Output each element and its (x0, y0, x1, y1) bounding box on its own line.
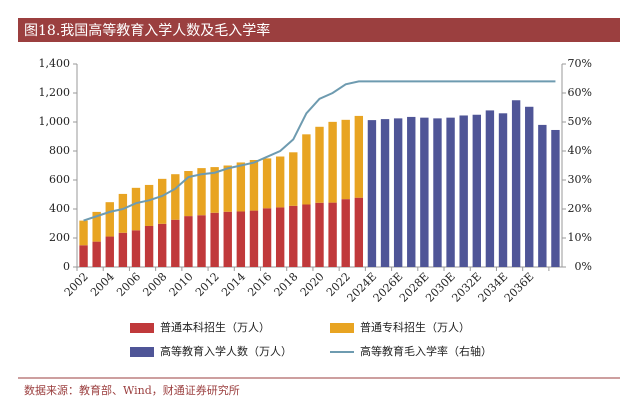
line (83, 80, 556, 222)
legend-label: 普通本科招生（万人） (160, 320, 270, 334)
bar (551, 129, 560, 267)
bar (131, 230, 141, 267)
y2-tick-label: 60% (568, 86, 592, 99)
source: 数据来源：教育部、Wind，财通证券研究所 (24, 383, 240, 397)
bar (354, 197, 364, 267)
x-tick-label: 2016 (245, 270, 274, 299)
y2-tick-label: 10% (568, 231, 592, 244)
bar (118, 232, 128, 267)
bar (275, 207, 285, 267)
bar (144, 225, 154, 267)
bar (289, 152, 298, 206)
y-tick-label: 600 (49, 173, 70, 186)
bar (158, 178, 167, 224)
x-tick-label: 2018 (272, 270, 301, 299)
bar (92, 241, 101, 267)
legend-swatch (130, 323, 154, 333)
bar (171, 219, 180, 267)
bar (472, 114, 481, 267)
bar (538, 124, 547, 268)
x-tick-label: 2012 (193, 270, 222, 299)
x-tick-label: 2020 (298, 270, 327, 299)
bar (446, 117, 455, 268)
y2-tick-label: 50% (568, 115, 592, 128)
x-tick-label: 2036E (502, 270, 537, 305)
bar (210, 212, 219, 267)
bar (328, 202, 337, 267)
bar (459, 115, 468, 267)
y-tick-label: 800 (49, 144, 70, 157)
chart-title: 图18.我国高等教育入学人数及毛入学率 (24, 22, 270, 39)
bar (158, 223, 167, 267)
bar (275, 156, 285, 208)
bar (249, 159, 259, 211)
bar (485, 110, 495, 268)
bar (236, 162, 246, 212)
legend-label: 高等教育入学人数（万人） (160, 344, 292, 358)
x-tick-label: 2004 (88, 270, 117, 299)
bar (249, 210, 259, 267)
y-tick-label: 400 (49, 202, 70, 215)
y2-tick-label: 30% (568, 173, 592, 186)
bar (302, 204, 311, 267)
bar (393, 118, 403, 267)
y2-tick-label: 70% (568, 57, 592, 70)
title-bar (18, 18, 620, 42)
bar (223, 211, 232, 267)
bar (118, 193, 128, 233)
x-tick-label: 2006 (114, 270, 143, 299)
bar (92, 211, 101, 242)
bar (328, 121, 337, 203)
bar (354, 115, 364, 198)
bar (131, 187, 141, 231)
bar (105, 236, 114, 267)
y-tick-label: 1,000 (39, 115, 71, 128)
bar (302, 134, 311, 205)
bar (511, 100, 521, 267)
bar (79, 245, 88, 267)
bar (79, 220, 88, 246)
bar (407, 116, 416, 267)
bar (236, 211, 246, 267)
bar (262, 208, 272, 267)
bar (184, 171, 193, 217)
bar (315, 202, 324, 267)
x-tick-label: 2014 (219, 270, 248, 299)
y-tick-label: 1,200 (39, 86, 71, 99)
legend-swatch (130, 347, 154, 357)
bar (197, 168, 206, 216)
bar (223, 165, 232, 212)
y2-tick-label: 20% (568, 202, 592, 215)
bar (184, 216, 193, 267)
bar (433, 118, 442, 267)
bar (171, 174, 180, 220)
bar (210, 167, 219, 213)
bar (525, 106, 534, 268)
y-tick-label: 200 (49, 231, 70, 244)
bar (380, 119, 390, 267)
bar (144, 184, 154, 226)
bar (341, 119, 350, 200)
bar (105, 202, 114, 237)
bar (289, 205, 298, 267)
bar (367, 120, 377, 268)
x-tick-label: 2002 (62, 270, 91, 299)
bar (341, 199, 350, 267)
legend-label: 普通专科招生（万人） (360, 320, 470, 334)
legend-swatch (330, 323, 354, 333)
y2-tick-label: 40% (568, 144, 592, 157)
legend-label: 高等教育毛入学率（右轴） (360, 344, 492, 358)
y2-tick-label: 0% (575, 260, 592, 273)
bar (262, 158, 272, 209)
x-tick-label: 2008 (140, 270, 169, 299)
x-tick-label: 2010 (167, 270, 196, 299)
bar (315, 126, 324, 203)
y-tick-label: 0 (63, 260, 70, 273)
bar (498, 113, 508, 267)
y-tick-label: 1,400 (39, 57, 71, 70)
bar (420, 117, 429, 268)
bar (197, 215, 206, 267)
